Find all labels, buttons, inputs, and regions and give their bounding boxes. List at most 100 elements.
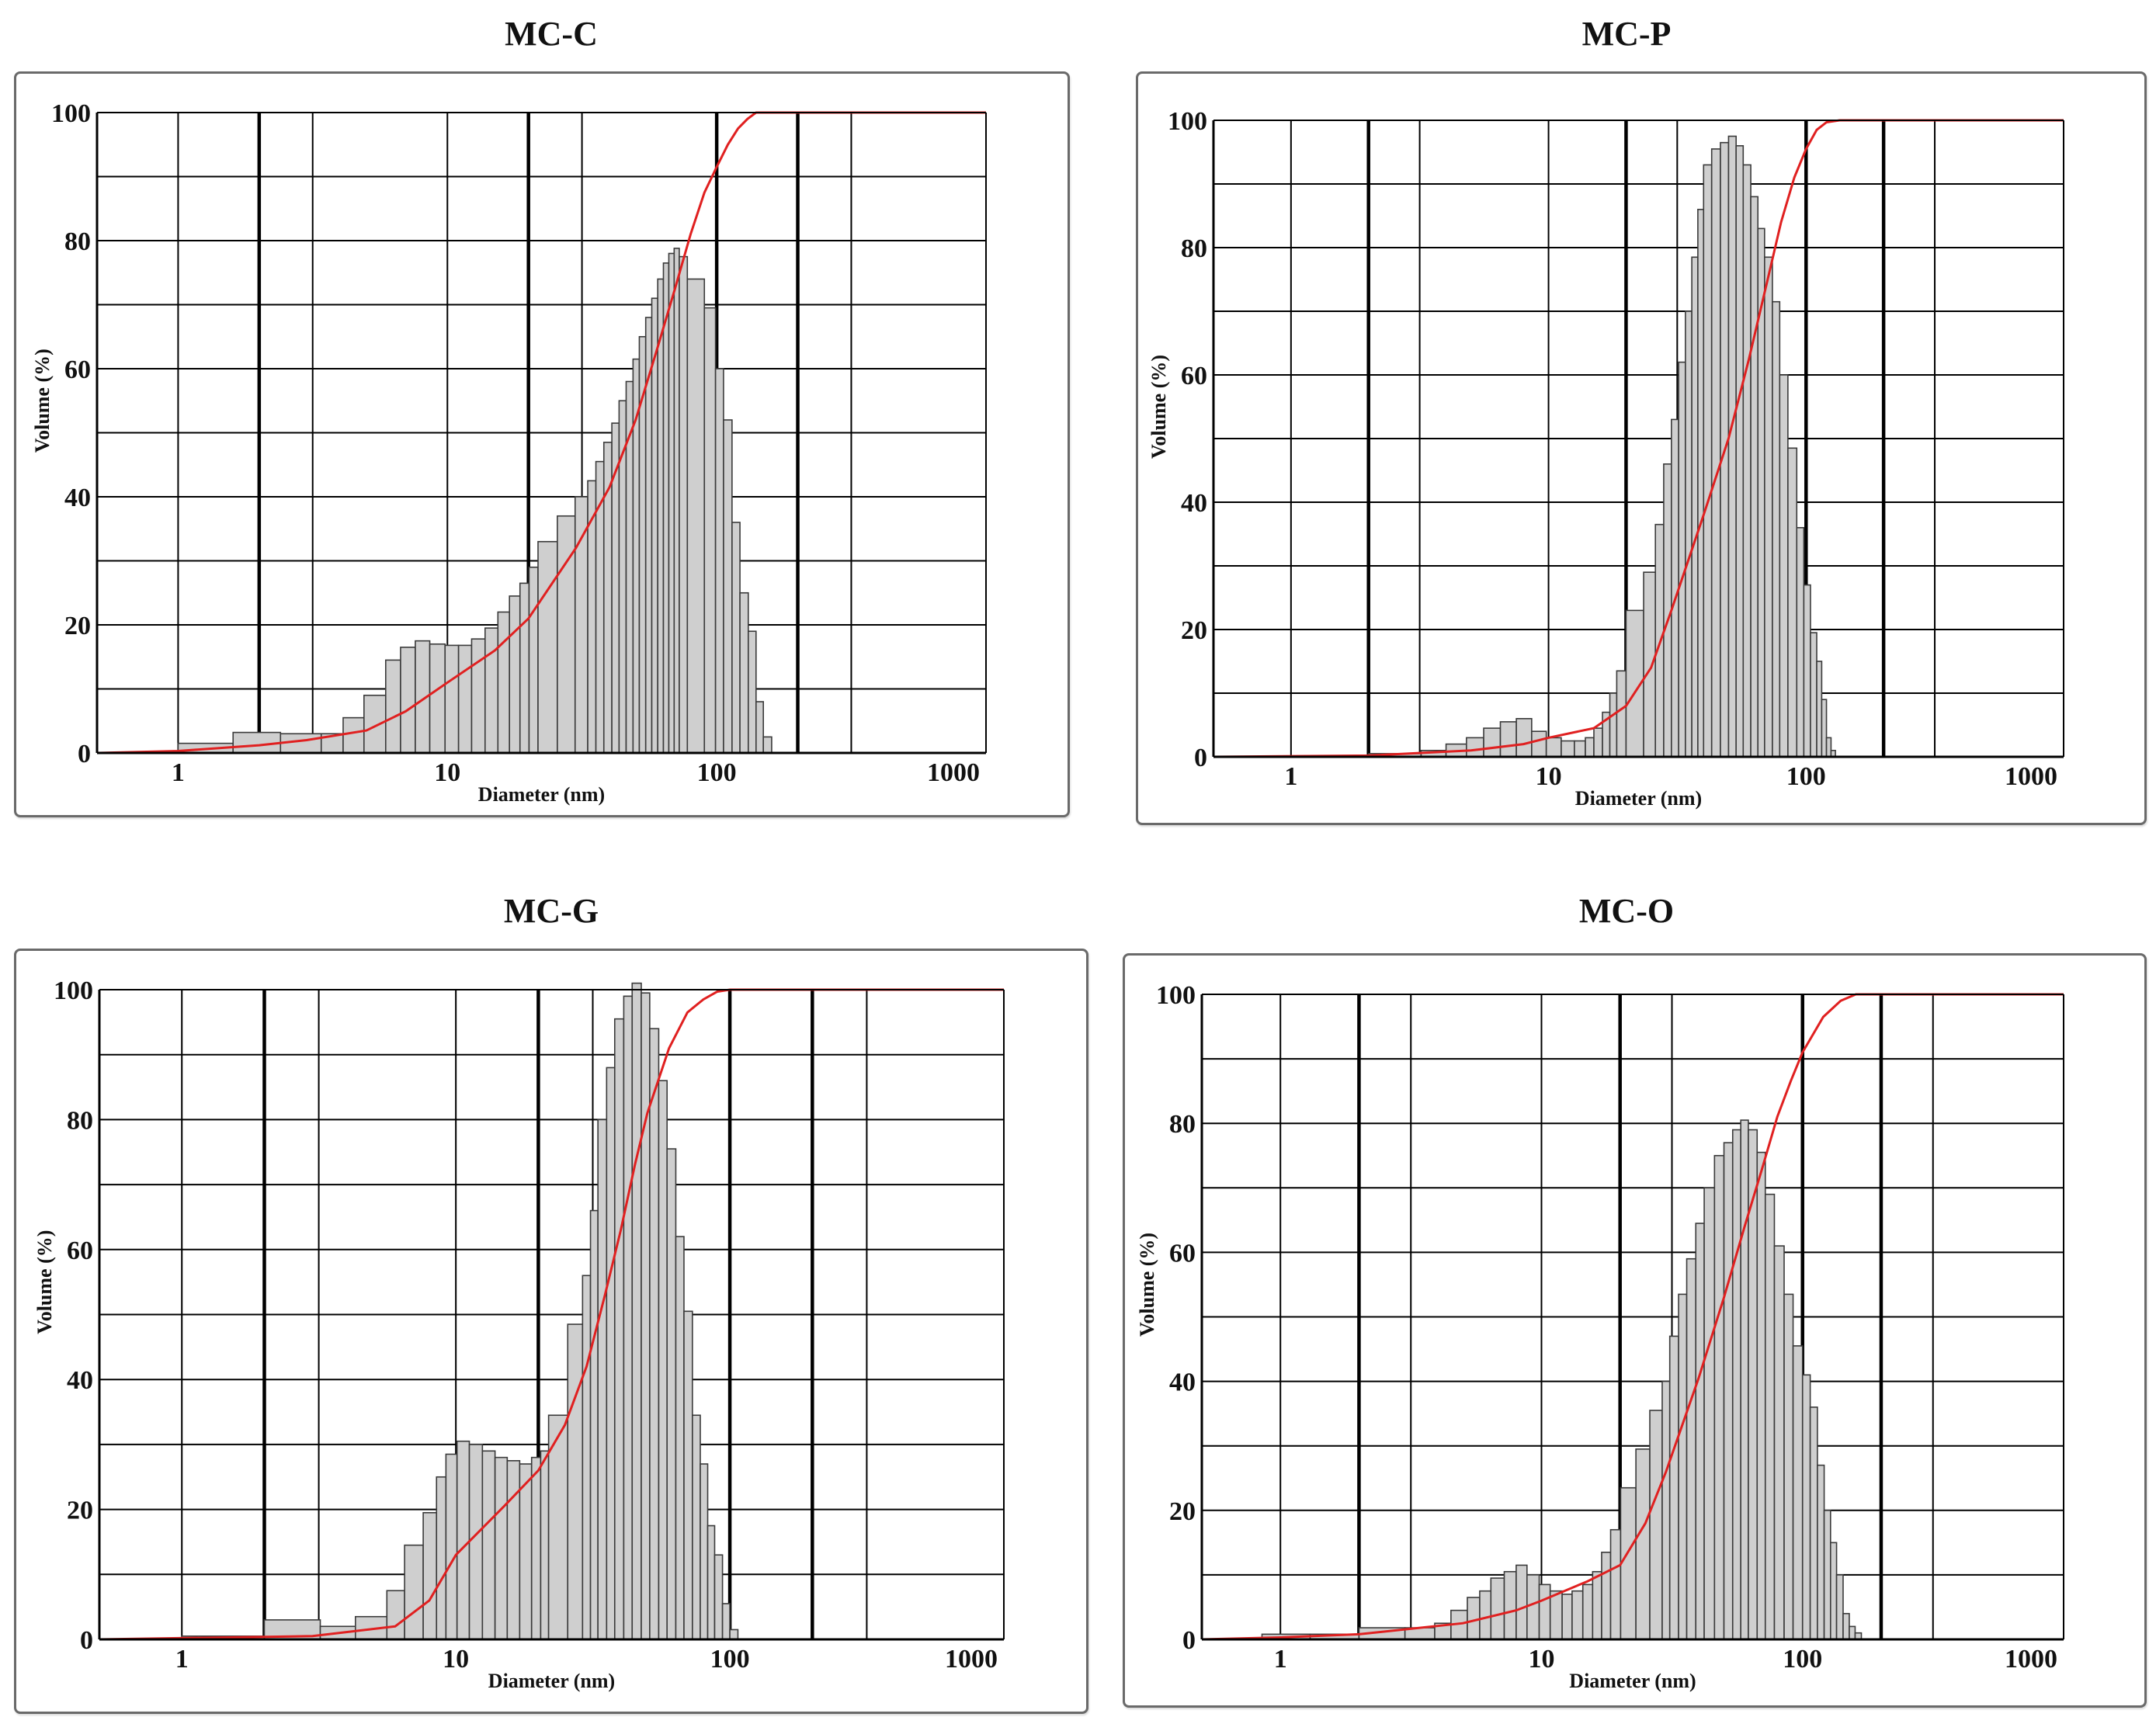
x-tick-label: 1 xyxy=(175,1645,189,1674)
bar xyxy=(1801,1374,1811,1640)
bar xyxy=(1740,1119,1749,1640)
y-tick-label: 80 xyxy=(64,227,91,256)
bar xyxy=(1649,1410,1663,1640)
y-tick-label: 20 xyxy=(64,612,91,640)
y-tick-label: 0 xyxy=(78,740,91,768)
x-tick-label: 1000 xyxy=(927,758,980,787)
y-tick-label: 60 xyxy=(67,1237,93,1265)
bars xyxy=(1239,1119,1863,1640)
chart-title-mc-o: MC-O xyxy=(1578,892,1675,930)
x-tick-label: 1 xyxy=(1274,1645,1287,1674)
x-tick-label: 1 xyxy=(172,758,185,787)
y-tick-label: 60 xyxy=(1181,362,1207,390)
bars xyxy=(135,248,772,754)
x-tick-label: 1000 xyxy=(2005,762,2057,791)
bar xyxy=(1686,1257,1697,1640)
y-tick-label: 20 xyxy=(1181,616,1207,645)
y-tick-label: 80 xyxy=(1181,234,1207,263)
y-tick-label: 40 xyxy=(67,1366,93,1395)
bar xyxy=(1817,1464,1825,1640)
bar xyxy=(1678,1293,1688,1640)
bar xyxy=(1783,1293,1794,1640)
bar xyxy=(1601,1552,1612,1640)
bar xyxy=(1773,1245,1785,1640)
bar xyxy=(1549,1590,1563,1640)
y-tick-label: 0 xyxy=(1194,744,1207,772)
x-tick-label: 1 xyxy=(1284,762,1297,791)
bar xyxy=(1668,1335,1679,1640)
bar xyxy=(1526,1574,1540,1640)
bar xyxy=(1849,1625,1856,1640)
bar xyxy=(1592,1570,1602,1640)
cumulative-line xyxy=(96,111,986,754)
y-tick-label: 60 xyxy=(1169,1239,1196,1268)
bar xyxy=(1467,1597,1481,1640)
bar xyxy=(1731,1129,1741,1640)
bar xyxy=(1581,1583,1594,1640)
bar xyxy=(1479,1590,1492,1640)
y-axis-label: Volume (%) xyxy=(1147,355,1170,459)
bar xyxy=(1823,1510,1831,1640)
y-tick-label: 20 xyxy=(1169,1497,1196,1526)
bar xyxy=(1703,1187,1716,1640)
x-tick-label: 10 xyxy=(1536,762,1562,791)
x-tick-label: 1000 xyxy=(945,1645,998,1674)
x-axis-label: Diameter (nm) xyxy=(478,783,605,806)
y-tick-label: 40 xyxy=(1169,1368,1196,1397)
bar xyxy=(547,1414,569,1640)
y-tick-label: 0 xyxy=(80,1626,93,1655)
bar xyxy=(1695,1223,1705,1640)
y-tick-label: 40 xyxy=(1181,489,1207,518)
y-axis-label: Volume (%) xyxy=(1136,1233,1158,1337)
x-axis-label: Diameter (nm) xyxy=(1569,1670,1696,1692)
bar xyxy=(1561,1594,1573,1640)
bar xyxy=(1723,1142,1734,1640)
y-tick-label: 80 xyxy=(1169,1110,1196,1139)
cumulative-line xyxy=(1213,119,2064,758)
bar xyxy=(1503,1570,1517,1640)
bar xyxy=(1829,1542,1838,1640)
y-tick-label: 100 xyxy=(1168,107,1207,136)
x-tick-label: 100 xyxy=(1786,762,1826,791)
x-axis-label: Diameter (nm) xyxy=(1575,787,1702,810)
y-axis-label: Volume (%) xyxy=(33,1230,56,1334)
bar xyxy=(1490,1577,1505,1640)
y-tick-label: 20 xyxy=(67,1497,93,1525)
chart-title-mc-g: MC-G xyxy=(503,892,599,930)
bar xyxy=(1792,1345,1804,1640)
x-tick-label: 100 xyxy=(1783,1645,1822,1674)
x-tick-label: 1000 xyxy=(2005,1645,2057,1674)
cumulative-line xyxy=(1201,993,2064,1641)
y-tick-label: 60 xyxy=(64,356,91,384)
y-axis-label: Volume (%) xyxy=(31,349,54,453)
cumulative-line xyxy=(99,988,1004,1641)
bar xyxy=(1661,1380,1671,1640)
x-tick-label: 10 xyxy=(1528,1645,1554,1674)
chart-title-mc-p: MC-P xyxy=(1581,15,1672,53)
bars xyxy=(181,982,739,1640)
bar xyxy=(1713,1154,1725,1640)
chart-title-mc-c: MC-C xyxy=(505,15,598,53)
bar xyxy=(1571,1590,1584,1640)
bar xyxy=(1764,1193,1776,1640)
y-tick-label: 100 xyxy=(1156,981,1196,1010)
y-tick-label: 100 xyxy=(54,976,93,1005)
bar xyxy=(1809,1407,1818,1640)
bar xyxy=(1620,1486,1637,1640)
bar xyxy=(1609,1528,1622,1640)
y-tick-label: 80 xyxy=(67,1106,93,1135)
bar xyxy=(1635,1448,1651,1640)
bar xyxy=(1538,1583,1551,1640)
x-tick-label: 100 xyxy=(697,758,737,787)
bar xyxy=(1515,1564,1528,1640)
bar xyxy=(1842,1612,1850,1640)
y-tick-label: 100 xyxy=(51,99,91,128)
y-tick-label: 0 xyxy=(1182,1626,1196,1655)
x-axis-label: Diameter (nm) xyxy=(488,1670,615,1692)
y-tick-label: 40 xyxy=(64,484,91,512)
x-tick-label: 10 xyxy=(443,1645,469,1674)
